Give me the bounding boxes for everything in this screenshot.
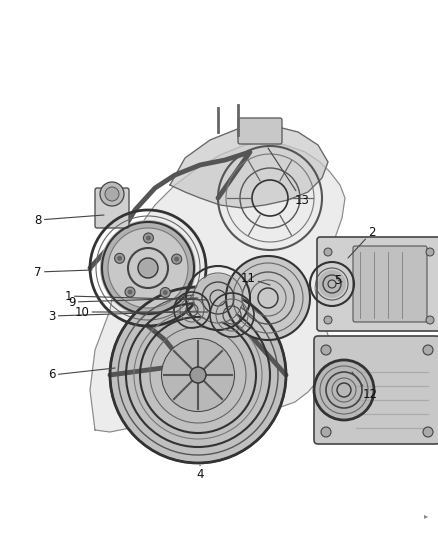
Text: 7: 7	[34, 265, 92, 279]
Circle shape	[426, 316, 434, 324]
Circle shape	[138, 258, 158, 278]
Text: 12: 12	[352, 372, 378, 401]
Circle shape	[172, 254, 182, 264]
Text: ▸: ▸	[424, 511, 428, 520]
Circle shape	[194, 274, 242, 322]
Circle shape	[100, 220, 196, 316]
Circle shape	[110, 287, 286, 463]
FancyBboxPatch shape	[95, 188, 129, 228]
Circle shape	[423, 345, 433, 355]
Circle shape	[100, 182, 124, 206]
Circle shape	[115, 253, 124, 263]
Polygon shape	[170, 125, 328, 208]
Circle shape	[426, 248, 434, 256]
Circle shape	[127, 289, 133, 295]
Circle shape	[163, 290, 168, 295]
Text: 10: 10	[74, 305, 208, 319]
Circle shape	[125, 287, 135, 297]
Circle shape	[314, 360, 374, 420]
Text: 2: 2	[348, 225, 376, 258]
Circle shape	[160, 287, 170, 297]
Circle shape	[143, 233, 153, 243]
Circle shape	[318, 270, 346, 298]
Text: 6: 6	[48, 368, 115, 382]
Text: 4: 4	[196, 465, 204, 481]
Text: 8: 8	[34, 214, 104, 227]
FancyBboxPatch shape	[238, 118, 282, 144]
FancyBboxPatch shape	[317, 237, 438, 331]
Circle shape	[146, 236, 151, 240]
Circle shape	[321, 427, 331, 437]
Text: 3: 3	[48, 310, 174, 322]
Circle shape	[174, 256, 179, 262]
Circle shape	[162, 339, 234, 411]
Circle shape	[324, 316, 332, 324]
Text: 11: 11	[240, 271, 270, 285]
Circle shape	[324, 248, 332, 256]
Circle shape	[105, 187, 119, 201]
Text: 5: 5	[334, 273, 342, 287]
FancyBboxPatch shape	[314, 336, 438, 444]
Circle shape	[423, 427, 433, 437]
Circle shape	[226, 256, 310, 340]
FancyBboxPatch shape	[353, 246, 427, 322]
Circle shape	[108, 228, 188, 308]
Text: 1: 1	[64, 289, 208, 303]
Circle shape	[190, 367, 206, 383]
Polygon shape	[90, 142, 345, 432]
Circle shape	[321, 345, 331, 355]
Text: 9: 9	[68, 295, 198, 309]
Text: 13: 13	[268, 148, 309, 206]
Circle shape	[117, 256, 122, 261]
